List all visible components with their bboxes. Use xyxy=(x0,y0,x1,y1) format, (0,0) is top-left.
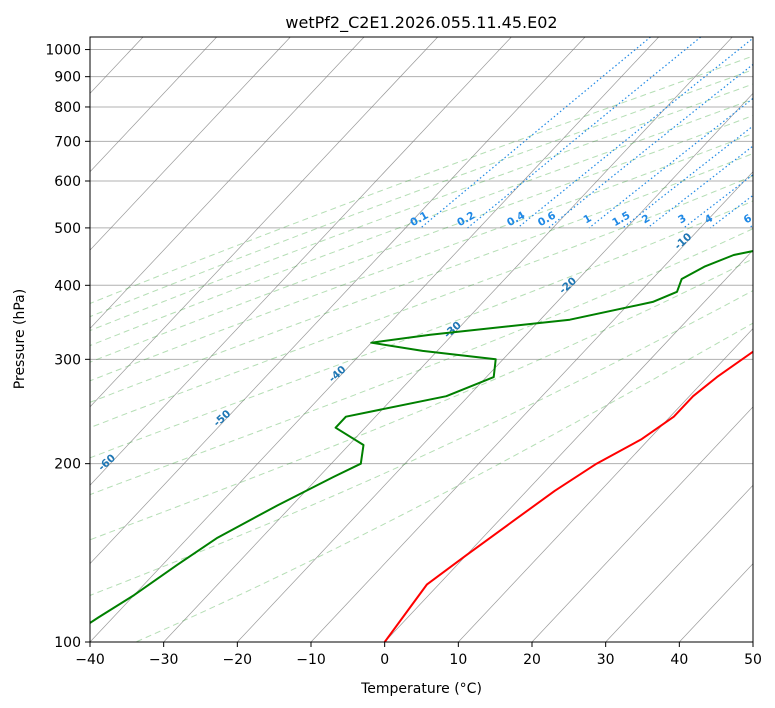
chart-ticks: −40 −30 −20 −10 0 10 20 30 40 50 100 200 300 400 500 60… xyxy=(45,43,762,668)
y-tick-label: 700 xyxy=(54,134,81,150)
chart-grid xyxy=(90,37,753,642)
isotherm-line xyxy=(237,92,753,642)
x-tick-label: −30 xyxy=(149,652,179,668)
dewpoint-profile-line xyxy=(90,250,753,625)
x-tick-label: 30 xyxy=(597,652,615,668)
moist-adiabat xyxy=(135,322,753,642)
y-tick-label: 400 xyxy=(54,278,81,294)
chart-title: wetPf2_C2E1.2026.055.11.45.E02 xyxy=(285,13,557,33)
moist-adiabat xyxy=(90,200,753,459)
isotherm-line xyxy=(384,249,753,642)
x-tick-label: −10 xyxy=(296,652,326,668)
moist-adiabat xyxy=(90,175,753,429)
y-tick-label: 600 xyxy=(54,174,81,190)
isotherm-line xyxy=(90,37,586,565)
isotherm-line xyxy=(90,37,438,408)
x-tick-label: −20 xyxy=(223,652,253,668)
isotherm-line xyxy=(163,37,733,642)
isotherm-line xyxy=(458,328,753,642)
moist-adiabat xyxy=(90,132,753,382)
y-tick-label: 300 xyxy=(54,352,81,368)
x-tick-label: −40 xyxy=(75,652,105,668)
y-tick-label: 500 xyxy=(54,221,81,237)
moist-adiabat xyxy=(90,55,753,305)
y-tick-label: 900 xyxy=(54,70,81,86)
temperature-profile-line xyxy=(383,350,753,642)
mixing-ratio-line xyxy=(467,37,702,229)
chart-series xyxy=(90,250,753,642)
isotherm-line xyxy=(90,37,291,251)
x-tick-label: 50 xyxy=(744,652,762,668)
mixing-ratio-line xyxy=(622,125,753,229)
y-tick-label: 200 xyxy=(54,457,81,473)
mixing-ratio-label: 6 xyxy=(742,212,754,226)
isotherm-line xyxy=(90,37,217,173)
mixing-ratio-line xyxy=(420,37,651,229)
moist-adiabat xyxy=(90,69,753,318)
y-tick-label: 1000 xyxy=(45,43,81,59)
plot-frame xyxy=(89,36,754,643)
y-axis-label: Pressure (hPa) xyxy=(12,289,28,389)
isotherm-line xyxy=(90,37,365,330)
mixing-ratio-line xyxy=(517,37,753,229)
isotherm-line xyxy=(531,406,753,642)
moist-adiabat xyxy=(90,83,753,332)
x-tick-label: 20 xyxy=(523,652,541,668)
moist-adiabat xyxy=(90,152,753,403)
isotherm-line xyxy=(310,171,753,642)
x-tick-label: 10 xyxy=(449,652,467,668)
isotherm-line xyxy=(90,37,659,642)
isotherm-line xyxy=(605,484,753,642)
mixing-ratio-line xyxy=(548,63,753,229)
isotherm-line xyxy=(90,37,512,486)
y-tick-label: 800 xyxy=(54,100,81,116)
x-tick-label: 40 xyxy=(670,652,688,668)
x-axis-label: Temperature (°C) xyxy=(360,681,482,697)
x-tick-label: 0 xyxy=(380,652,389,668)
y-tick-label: 100 xyxy=(54,635,81,651)
